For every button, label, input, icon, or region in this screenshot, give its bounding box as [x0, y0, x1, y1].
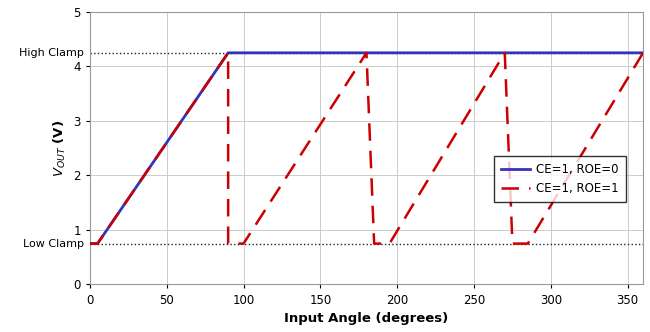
Text: High Clamp: High Clamp [20, 48, 84, 58]
Text: Low Clamp: Low Clamp [23, 239, 84, 249]
Y-axis label: $V_{OUT}$ (V): $V_{OUT}$ (V) [51, 120, 68, 177]
Legend: CE=1, ROE=0, CE=1, ROE=1: CE=1, ROE=0, CE=1, ROE=1 [494, 156, 626, 202]
X-axis label: Input Angle (degrees): Input Angle (degrees) [284, 312, 448, 325]
